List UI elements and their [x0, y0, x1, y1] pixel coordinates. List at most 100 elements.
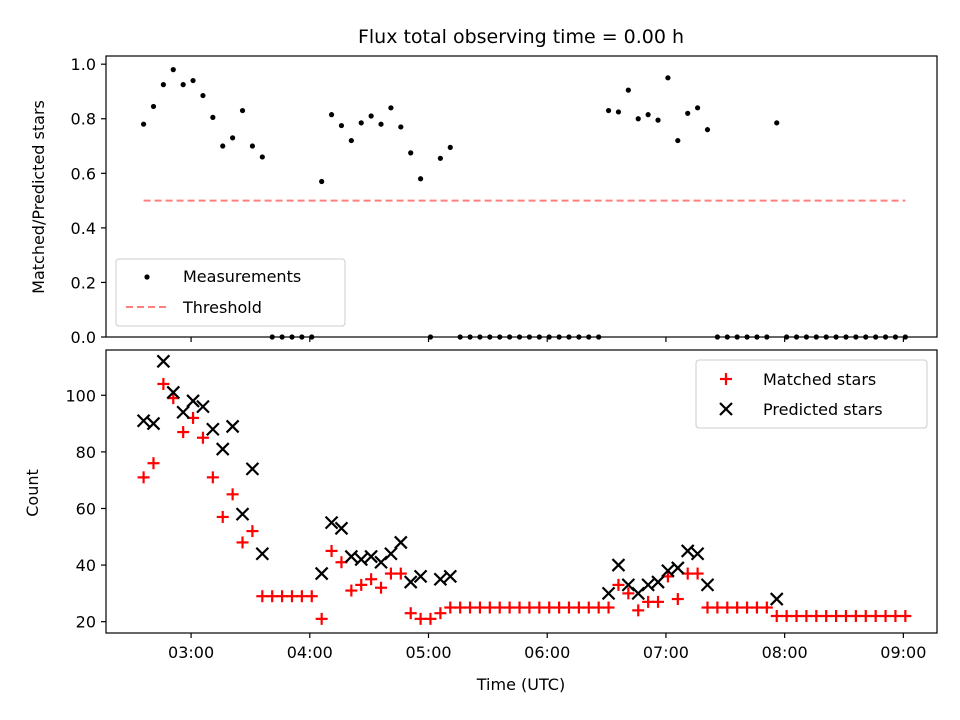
measurement-point	[675, 137, 681, 144]
top-y-tick-label: 0.4	[71, 219, 96, 238]
matched-star-point	[355, 578, 368, 591]
bottom-y-axis-label: Count	[23, 469, 42, 517]
matched-star-point	[394, 567, 407, 580]
predicted-star-point	[769, 592, 784, 606]
bottom-x-tick-label: 07:00	[643, 643, 689, 662]
predicted-star-point	[206, 422, 220, 437]
predicted-star-point	[690, 546, 705, 561]
measurement-point	[378, 121, 384, 127]
measurement-point	[239, 107, 246, 114]
predicted-star-point	[403, 575, 418, 589]
bottom-y-tick-label: 40	[76, 556, 96, 575]
predicted-star-point	[651, 575, 665, 589]
predicted-star-point	[354, 552, 369, 567]
top-y-tick-label: 0.8	[71, 110, 96, 129]
legend-measurements-marker	[144, 274, 150, 280]
measurement-point	[180, 82, 186, 88]
predicted-star-point	[601, 586, 616, 601]
bottom-x-tick-label: 04:00	[287, 643, 333, 662]
measurement-point	[417, 176, 424, 182]
predicted-star-point	[166, 385, 181, 400]
measurement-point	[694, 105, 701, 111]
bottom-x-tick-label: 03:00	[168, 643, 214, 662]
top-y-tick-label: 1.0	[71, 55, 96, 74]
matched-star-point	[246, 525, 259, 538]
matched-star-point	[305, 590, 318, 603]
legend-matched-label: Matched stars	[763, 370, 876, 389]
predicted-star-point	[443, 569, 458, 584]
top-plot-frame	[105, 55, 938, 338]
measurement-point	[249, 143, 256, 149]
predicted-star-point	[176, 405, 190, 420]
legend-measurements-label: Measurements	[183, 267, 301, 286]
matched-star-point	[434, 607, 447, 620]
bottom-y-tick-label: 20	[76, 613, 96, 632]
matched-star-point	[375, 581, 388, 594]
predicted-star-point	[671, 561, 685, 575]
predicted-star-point	[680, 544, 695, 558]
bottom-x-tick-label: 05:00	[405, 643, 451, 662]
bottom-x-axis-label: Time (UTC)	[476, 675, 565, 694]
predicted-star-point	[433, 572, 448, 587]
matched-star-point	[899, 610, 912, 623]
measurement-point	[704, 127, 711, 133]
measurement-point	[160, 82, 166, 88]
measurement-point	[328, 112, 335, 118]
predicted-star-point	[700, 578, 715, 592]
matched-star-point	[167, 392, 180, 405]
measurement-point	[398, 124, 404, 130]
measurement-point	[615, 109, 622, 115]
top-y-tick-label: 0.0	[71, 328, 96, 347]
predicted-star-point	[136, 413, 151, 428]
predicted-star-point	[394, 535, 408, 550]
measurement-point	[140, 121, 147, 127]
measurement-point	[150, 103, 157, 110]
legend-matched-marker	[720, 373, 732, 385]
top-legend-box	[115, 258, 346, 327]
measurement-point	[685, 110, 691, 116]
matched-star-point	[226, 488, 239, 501]
predicted-star-point	[255, 546, 270, 561]
measurement-point	[665, 75, 671, 81]
predicted-star-point	[186, 394, 200, 408]
matched-star-point	[157, 377, 170, 390]
measurement-point	[230, 135, 236, 141]
bottom-x-tick-label: 09:00	[880, 643, 926, 662]
measurement-point	[635, 116, 641, 122]
predicted-star-point	[324, 515, 339, 530]
bottom-plot-frame	[105, 349, 938, 634]
top-axis-ticks: 0.0 0.2 0.4 0.6 0.8 1.0	[71, 55, 904, 347]
measurement-point	[605, 107, 612, 114]
predicted-star-point	[661, 563, 675, 578]
matched-stars-points	[137, 377, 912, 625]
matched-star-point	[632, 604, 645, 617]
bottom-y-tick-label: 80	[76, 443, 96, 462]
bottom-x-tick-label: 08:00	[762, 643, 808, 662]
matched-star-point	[424, 612, 437, 625]
predicted-stars-points	[136, 354, 784, 606]
bottom-plot-area	[136, 354, 912, 625]
measurement-point	[220, 143, 226, 149]
legend-predicted-marker	[719, 402, 733, 416]
matched-star-point	[365, 573, 378, 586]
predicted-star-point	[156, 354, 171, 369]
bottom-legend-box	[695, 359, 928, 429]
predicted-star-point	[235, 507, 250, 521]
matched-star-point	[404, 607, 417, 620]
measurement-point	[447, 144, 453, 150]
measurement-point	[408, 150, 414, 156]
matched-star-point	[325, 544, 338, 557]
predicted-star-point	[215, 442, 230, 456]
matched-star-point	[206, 471, 219, 484]
matched-star-point	[602, 601, 615, 614]
matched-star-point	[612, 578, 625, 591]
measurement-point	[645, 112, 651, 118]
top-y-tick-label: 0.6	[71, 164, 96, 183]
legend-threshold-label: Threshold	[182, 298, 262, 317]
predicted-star-point	[364, 549, 378, 564]
measurement-point	[200, 92, 206, 99]
predicted-star-point	[344, 549, 359, 564]
bottom-x-tick-label: 06:00	[524, 643, 570, 662]
predicted-star-point	[196, 399, 210, 414]
